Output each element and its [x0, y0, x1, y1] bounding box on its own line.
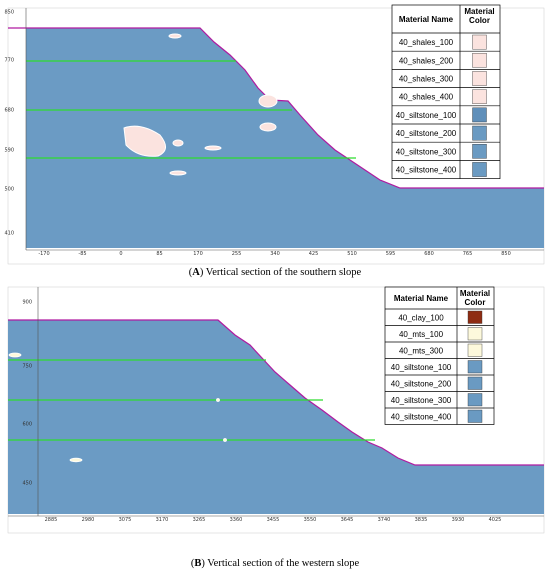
slope-body: [26, 28, 544, 248]
legend-label: 40_siltstone_200: [391, 379, 452, 388]
mts-bodies: [8, 352, 227, 463]
legend-label: 40_clay_100: [398, 313, 444, 322]
legend-header: Material Name: [399, 15, 454, 24]
x-tick-label: 3075: [119, 517, 132, 523]
slope-surface: [8, 319, 544, 466]
x-tick-label: 3170: [156, 517, 169, 523]
x-tick-label: 3645: [341, 517, 354, 523]
legend-swatch: [472, 162, 487, 177]
x-ticks: -170 -85 0 85 170 255 340 425 510 595 680 765 850: [38, 251, 510, 257]
x-tick-label: 255: [232, 251, 242, 257]
legend-swatch: [472, 89, 487, 104]
legend-swatch: [467, 376, 483, 390]
legend-swatch: [472, 107, 487, 123]
x-tick-label: 850: [501, 251, 511, 257]
legend-swatch: [472, 53, 487, 68]
legend-swatch: [472, 34, 487, 50]
legend-swatch: [467, 343, 483, 357]
panel-b: 900 750 600 450 2885 2980 3075 3170 3265 3360 3455…: [7, 286, 545, 569]
x-tick-label: 765: [463, 251, 473, 257]
x-ticks: 2885 2980 3075 3170 3265 3360 3455 3550 3645 3740…: [45, 517, 502, 523]
legend-swatch: [467, 393, 483, 407]
y-tick-label: 450: [22, 481, 32, 487]
legend-label: 40_siltstone_300: [391, 396, 452, 405]
legend-label: 40_siltstone_400: [391, 412, 452, 421]
y-tick-label: 850: [4, 10, 14, 16]
y-ticks: 900 750 600 450: [22, 300, 32, 487]
legend-label: 40_siltstone_100: [391, 363, 452, 372]
legend-label: 40_siltstone_100: [396, 111, 457, 120]
x-tick-label: 340: [270, 251, 280, 257]
legend-label: 40_shales_400: [399, 93, 454, 102]
x-tick-label: 3455: [267, 517, 280, 523]
legend-label: 40_siltstone_200: [396, 129, 457, 138]
x-tick-label: 3360: [230, 517, 243, 523]
legend-label: 40_shales_300: [399, 75, 454, 84]
legend-label: 40_mts_300: [399, 346, 444, 355]
y-tick-label: 900: [22, 300, 32, 306]
caption-part: ) Vertical section of the southern slope: [200, 267, 362, 278]
y-tick-label: 410: [4, 231, 14, 237]
legend: Material Name Material Color 40_clay_100 40_…: [384, 286, 495, 425]
x-tick-label: 2885: [45, 517, 58, 523]
x-tick-label: 680: [424, 251, 434, 257]
x-tick-label: 170: [193, 251, 203, 257]
caption: (B) Vertical section of the western slop…: [191, 558, 360, 569]
slope-surface: [8, 27, 544, 189]
slope-body: [8, 320, 544, 514]
x-tick-label: 425: [309, 251, 319, 257]
legend: Material Name Material Color 40_shales_100 4…: [391, 4, 501, 179]
legend-swatch: [472, 71, 487, 86]
legend-label: 40_siltstone_300: [396, 147, 457, 156]
x-tick-label: 2980: [82, 517, 95, 523]
y-tick-label: 590: [4, 148, 14, 154]
x-tick-label: 3930: [452, 517, 465, 523]
x-tick-label: -85: [78, 251, 86, 257]
caption-part: ) Vertical section of the western slope: [201, 558, 359, 569]
x-tick-label: 0: [119, 251, 122, 257]
caption: (A) Vertical section of the southern slo…: [189, 267, 362, 278]
layer-lines: [8, 359, 375, 441]
panel-a: 850 770 680 590 500 410 -170 -85 0 85 170 255 340 425…: [4, 4, 545, 278]
legend-swatch: [467, 409, 483, 423]
y-tick-label: 680: [4, 108, 14, 114]
legend-header: Material Name: [394, 294, 449, 303]
legend-swatch: [472, 125, 487, 141]
y-tick-label: 750: [22, 364, 32, 370]
x-tick-label: -170: [38, 251, 49, 257]
x-tick-label: 4025: [489, 517, 502, 523]
layer-lines: [26, 60, 356, 159]
x-tick-label: 3740: [378, 517, 391, 523]
shale-bodies: [123, 33, 278, 176]
y-tick-label: 770: [4, 58, 14, 64]
legend-label: 40_mts_100: [399, 330, 444, 339]
legend-swatch: [467, 310, 483, 324]
legend-label: 40_shales_200: [399, 56, 454, 65]
legend-swatch: [467, 360, 483, 374]
x-tick-label: 85: [156, 251, 162, 257]
legend-swatch: [467, 327, 483, 341]
x-tick-label: 510: [347, 251, 357, 257]
caption-part: A: [192, 267, 200, 278]
legend-header: Material Color: [464, 7, 494, 25]
y-ticks: 850 770 680 590 500 410: [4, 10, 14, 237]
caption-part: (: [189, 267, 193, 278]
legend-label: 40_siltstone_400: [396, 166, 457, 175]
caption-part: B: [194, 558, 201, 569]
caption-part: (: [191, 558, 195, 569]
x-tick-label: 3835: [415, 517, 428, 523]
legend-swatch: [472, 143, 487, 159]
legend-header: Material Color: [460, 289, 490, 307]
y-tick-label: 600: [22, 422, 32, 428]
legend-label: 40_shales_100: [399, 38, 454, 47]
x-tick-label: 595: [386, 251, 396, 257]
x-tick-label: 3550: [304, 517, 317, 523]
y-tick-label: 500: [4, 187, 14, 193]
x-tick-label: 3265: [193, 517, 206, 523]
